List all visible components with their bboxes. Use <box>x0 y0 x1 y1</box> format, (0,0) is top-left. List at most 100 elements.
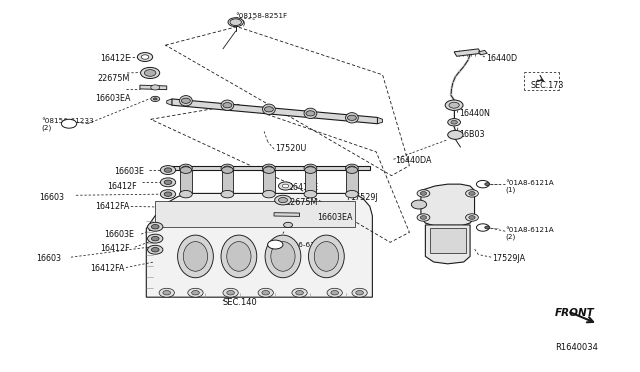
Text: 16603EA: 16603EA <box>317 213 352 222</box>
Circle shape <box>188 288 203 297</box>
Text: 16412FA: 16412FA <box>90 264 124 273</box>
Circle shape <box>306 111 315 116</box>
Text: B: B <box>481 225 485 230</box>
Text: R1640034: R1640034 <box>555 343 598 352</box>
Text: 16603E: 16603E <box>104 230 134 240</box>
Polygon shape <box>172 99 378 124</box>
Circle shape <box>448 119 461 126</box>
Circle shape <box>182 166 189 170</box>
Ellipse shape <box>304 108 317 119</box>
Ellipse shape <box>346 164 358 172</box>
Bar <box>346 170 358 193</box>
Circle shape <box>159 288 174 297</box>
Ellipse shape <box>221 100 234 110</box>
Circle shape <box>151 96 160 102</box>
Text: SEC.140: SEC.140 <box>223 298 258 307</box>
Text: 22675M: 22675M <box>98 74 130 83</box>
Text: 16412E: 16412E <box>100 54 130 62</box>
Ellipse shape <box>262 164 275 172</box>
Ellipse shape <box>221 235 257 278</box>
Text: 22675M: 22675M <box>285 198 317 207</box>
Circle shape <box>258 288 273 297</box>
Circle shape <box>466 214 478 221</box>
Polygon shape <box>140 85 167 90</box>
Circle shape <box>141 67 160 78</box>
Circle shape <box>191 291 199 295</box>
Circle shape <box>484 183 490 186</box>
Circle shape <box>284 222 292 228</box>
Circle shape <box>417 214 430 221</box>
Text: °01A8-6121A
(1): °01A8-6121A (1) <box>505 180 554 192</box>
Circle shape <box>420 192 427 195</box>
Circle shape <box>468 216 475 219</box>
Circle shape <box>417 190 430 197</box>
Bar <box>263 170 275 193</box>
Circle shape <box>221 167 233 173</box>
Circle shape <box>292 288 307 297</box>
Circle shape <box>275 195 291 205</box>
Circle shape <box>327 288 342 297</box>
Polygon shape <box>378 118 383 124</box>
Polygon shape <box>274 213 300 217</box>
Text: B: B <box>481 182 485 187</box>
Circle shape <box>331 291 339 295</box>
Polygon shape <box>172 166 370 170</box>
Circle shape <box>484 226 490 229</box>
Circle shape <box>223 288 238 297</box>
Circle shape <box>282 184 289 188</box>
Circle shape <box>179 190 192 198</box>
Circle shape <box>164 180 172 185</box>
Circle shape <box>420 216 427 219</box>
Ellipse shape <box>314 241 339 271</box>
Text: 17520U: 17520U <box>275 144 307 153</box>
Circle shape <box>152 225 159 229</box>
Text: FRONT: FRONT <box>555 308 595 318</box>
Circle shape <box>148 245 163 254</box>
Text: °01A8-6121A
(2): °01A8-6121A (2) <box>505 227 554 240</box>
Text: 16412E: 16412E <box>288 183 318 192</box>
Ellipse shape <box>221 164 234 172</box>
Ellipse shape <box>346 113 358 123</box>
Polygon shape <box>147 193 372 297</box>
Circle shape <box>264 107 273 112</box>
Circle shape <box>304 190 317 198</box>
Circle shape <box>278 182 292 190</box>
Text: 17529JA: 17529JA <box>492 254 525 263</box>
Circle shape <box>151 85 160 90</box>
Circle shape <box>305 167 316 173</box>
Text: B: B <box>273 242 277 247</box>
Text: 16603EA: 16603EA <box>95 94 131 103</box>
Ellipse shape <box>304 164 317 172</box>
Text: 16440D: 16440D <box>486 54 517 62</box>
Polygon shape <box>454 49 481 56</box>
Text: °08158-8251F
(4): °08158-8251F (4) <box>236 13 288 26</box>
Circle shape <box>221 190 234 198</box>
Circle shape <box>228 18 243 27</box>
Text: 16440N: 16440N <box>460 109 490 118</box>
Circle shape <box>61 119 77 128</box>
Ellipse shape <box>308 235 344 278</box>
Text: B: B <box>67 121 72 126</box>
Circle shape <box>161 166 175 174</box>
Circle shape <box>348 166 356 170</box>
Ellipse shape <box>179 164 192 172</box>
Text: °08156-61233
(2): °08156-61233 (2) <box>276 242 329 255</box>
Circle shape <box>268 240 283 249</box>
Ellipse shape <box>271 241 295 271</box>
Circle shape <box>223 103 232 108</box>
Circle shape <box>180 167 191 173</box>
Circle shape <box>138 52 153 61</box>
Ellipse shape <box>227 241 251 271</box>
Circle shape <box>161 178 175 187</box>
Text: °08156-61233
(2): °08156-61233 (2) <box>41 118 93 131</box>
Ellipse shape <box>179 96 192 106</box>
Circle shape <box>466 190 478 197</box>
Text: 16B03: 16B03 <box>460 130 484 140</box>
Circle shape <box>223 166 231 170</box>
Polygon shape <box>421 184 474 227</box>
Circle shape <box>148 222 163 231</box>
Circle shape <box>451 121 458 124</box>
Circle shape <box>141 55 149 59</box>
Text: 16603E: 16603E <box>115 167 145 176</box>
Ellipse shape <box>177 235 213 278</box>
